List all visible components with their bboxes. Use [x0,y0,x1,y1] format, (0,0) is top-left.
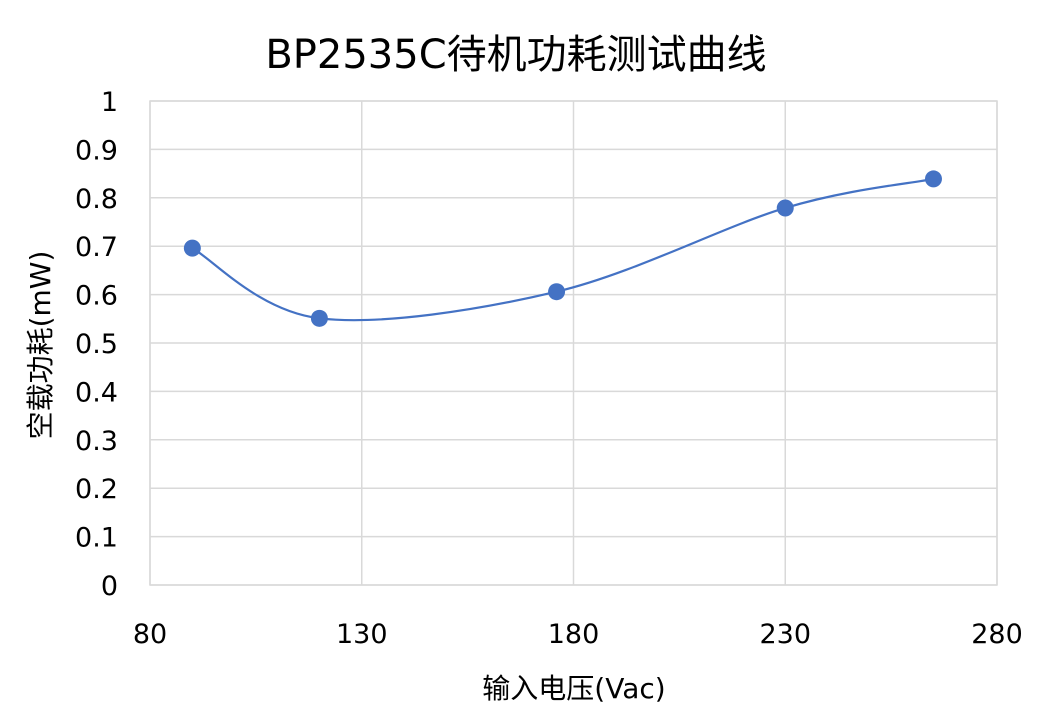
y-tick-label: 0.2 [75,474,118,505]
x-tick-label: 280 [971,619,1023,650]
series-line [191,177,934,322]
data-point [776,199,794,217]
y-tick-label: 0 [101,571,118,602]
x-axis-label: 输入电压(Vac) [482,672,665,705]
y-axis-label: 空载功耗(mW) [24,251,57,440]
y-tick-label: 0.5 [75,329,118,360]
y-tick-label: 0.9 [75,135,118,166]
data-point [548,283,566,301]
chart-title: BP2535C待机功耗测试曲线 [265,32,766,78]
y-tick-label: 0.4 [75,377,118,408]
y-tick-label: 0.6 [75,281,118,312]
y-tick-label: 0.7 [75,232,118,263]
grid [149,100,998,586]
series-layer [183,170,942,327]
y-tick-label: 0.1 [75,523,118,554]
x-tick-label: 130 [336,619,388,650]
x-tick-label: 230 [759,619,811,650]
x-tick-label: 180 [548,619,600,650]
x-tick-label: 80 [133,619,167,650]
plot-area-border [149,100,998,586]
data-point [310,309,328,327]
data-point [924,170,942,188]
y-tick-label: 1 [101,87,118,118]
data-point [183,239,201,257]
y-tick-label: 0.3 [75,426,118,457]
y-tick-label: 0.8 [75,184,118,215]
